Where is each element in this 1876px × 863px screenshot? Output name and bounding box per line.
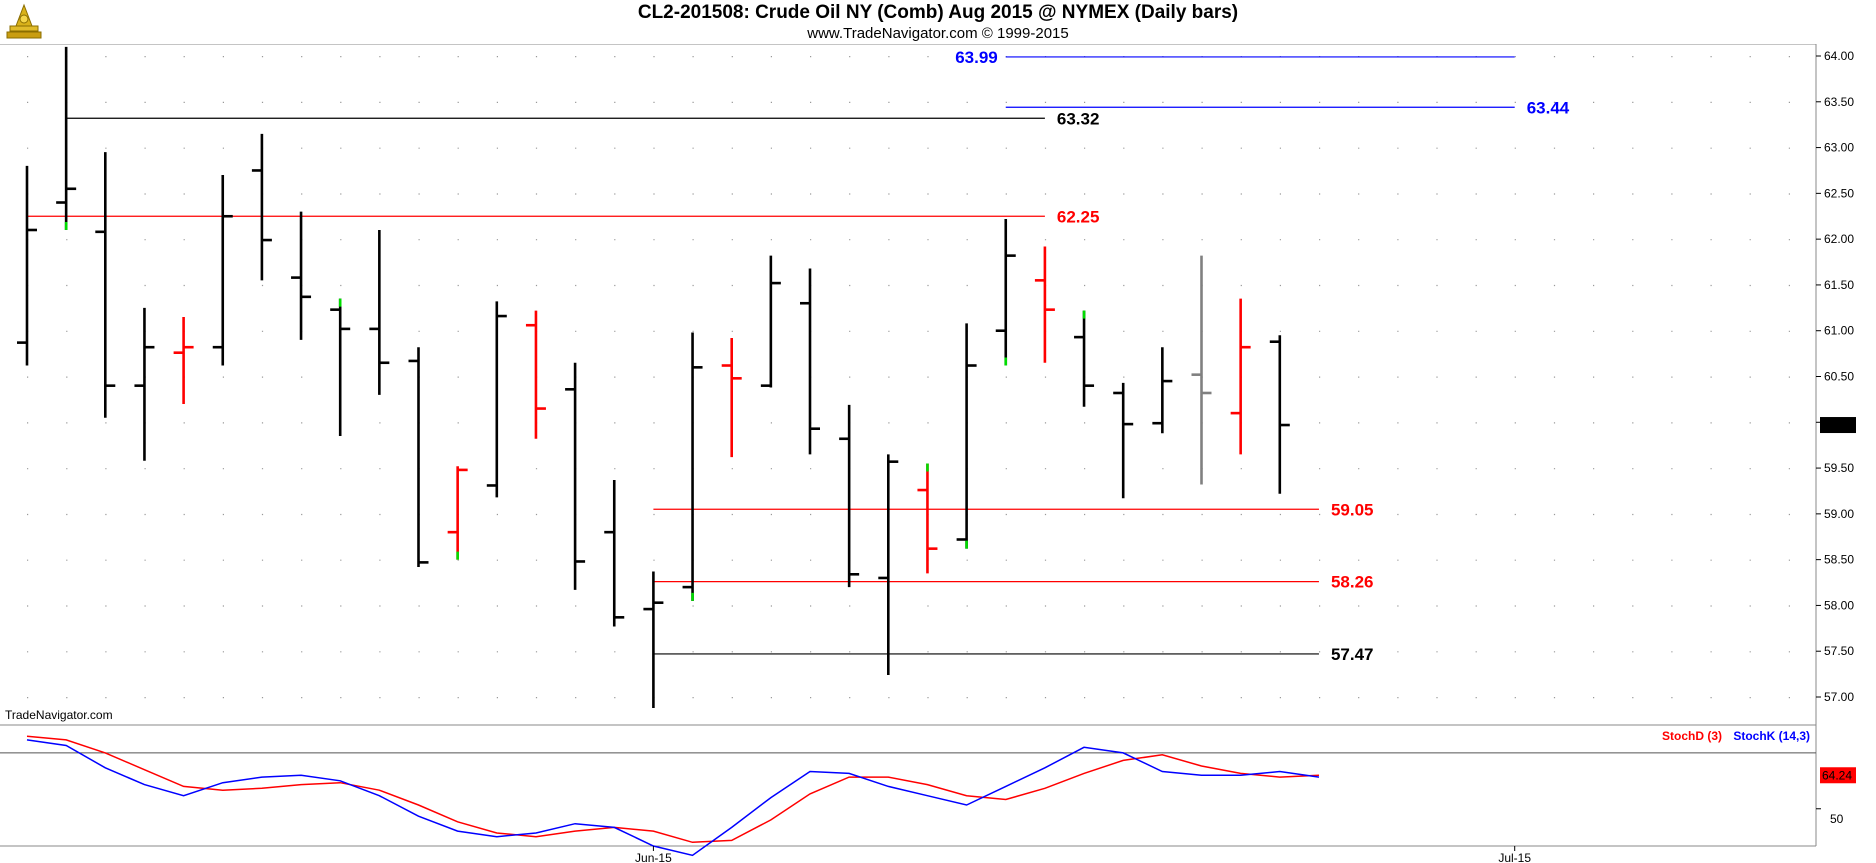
- ohlc-bar: [1230, 298, 1251, 455]
- watermark-text: TradeNavigator.com: [5, 708, 113, 722]
- support-resistance-levels: 63.99 63.44 63.32 62.25 59.05 58.26 57.47: [27, 48, 1570, 664]
- level-label-58-26: 58.26: [1331, 573, 1374, 592]
- ohlc-bar: [447, 466, 468, 560]
- last-price-label: 59.97: [1822, 418, 1852, 432]
- ohlc-bar: [565, 362, 586, 590]
- date-axis: Jun-15 Jul-15: [635, 846, 1531, 863]
- chart-frame: [0, 43, 1817, 847]
- ohlc-bar: [251, 133, 272, 281]
- ohlc-bar: [1191, 255, 1212, 485]
- price-tick-label: 61.50: [1824, 278, 1854, 292]
- price-tick-label: 58.00: [1824, 598, 1854, 612]
- ohlc-bar: [330, 298, 351, 437]
- price-tick-label: 64.00: [1824, 49, 1854, 63]
- stoch-d-legend: StochD (3): [1662, 729, 1722, 743]
- ohlc-bar: [721, 338, 742, 458]
- ohlc-bar: [486, 301, 507, 498]
- date-tick-label: Jul-15: [1498, 851, 1531, 863]
- ohlc-bar: [56, 46, 77, 230]
- price-tick-label: 62.50: [1824, 186, 1854, 200]
- ohlc-bar: [17, 165, 37, 366]
- chart-title: CL2-201508: Crude Oil NY (Comb) Aug 2015…: [637, 2, 1239, 23]
- ohlc-bar: [760, 255, 781, 388]
- ohlc-bar: [800, 268, 820, 455]
- price-bars: [17, 46, 1290, 708]
- ohlc-bar: [173, 316, 194, 404]
- level-label-57-47: 57.47: [1331, 645, 1374, 664]
- ohlc-bar: [995, 218, 1016, 366]
- ohlc-bar: [1113, 382, 1134, 499]
- level-label-59-05: 59.05: [1331, 500, 1374, 519]
- price-tick-label: 60.50: [1824, 370, 1854, 384]
- price-tick-label: 58.50: [1824, 553, 1854, 567]
- stoch-last-label: 64.24: [1822, 768, 1852, 782]
- price-axis: 57.0057.5058.0058.5059.0059.5060.0060.50…: [1816, 49, 1856, 704]
- level-label-63-99: 63.99: [955, 48, 998, 67]
- trade-navigator-logo-icon: [6, 3, 42, 39]
- ohlc-bar: [134, 307, 155, 461]
- ohlc-bar: [682, 332, 703, 601]
- ohlc-bar: [1269, 335, 1290, 494]
- chart-subtitle: www.TradeNavigator.com © 1999-2015: [807, 25, 1069, 42]
- ohlc-bar: [95, 152, 116, 418]
- ohlc-bar: [839, 404, 860, 588]
- ohlc-bar: [291, 211, 312, 340]
- stoch-last-badge: [1820, 767, 1856, 784]
- price-tick-label: 62.00: [1824, 232, 1854, 246]
- ohlc-bar: [408, 347, 429, 567]
- stochastic-panel: 50 64.24 StochD (3) StochK (14,3): [0, 729, 1856, 857]
- ohlc-bar: [956, 323, 977, 549]
- ohlc-bar: [643, 571, 664, 708]
- ohlc-bar: [1152, 347, 1173, 434]
- ohlc-bar: [604, 479, 625, 627]
- ohlc-bar: [369, 229, 390, 395]
- ohlc-bar: [212, 175, 233, 366]
- stoch-k-legend: StochK (14,3): [1733, 729, 1810, 743]
- price-tick-label: 63.00: [1824, 141, 1854, 155]
- level-label-63-44: 63.44: [1527, 98, 1570, 117]
- stoch-d-line: [26, 735, 1320, 844]
- price-tick-label: 63.50: [1824, 95, 1854, 109]
- ohlc-bar: [1074, 310, 1095, 407]
- stoch-k-line: [26, 739, 1320, 857]
- price-tick-label: 59.50: [1824, 461, 1854, 475]
- price-tick-label: 57.50: [1824, 644, 1854, 658]
- chart-header: CL2-201508: Crude Oil NY (Comb) Aug 2015…: [0, 0, 1876, 44]
- ohlc-bar: [525, 310, 546, 439]
- ohlc-bar: [1034, 246, 1055, 363]
- stoch-tick-label: 50: [1830, 812, 1844, 826]
- ohlc-bar: [878, 454, 899, 676]
- level-label-62-25: 62.25: [1057, 207, 1100, 226]
- price-tick-label: 61.00: [1824, 324, 1854, 338]
- ohlc-bar: [917, 463, 938, 574]
- grid-dots: [27, 56, 1790, 699]
- date-tick-label: Jun-15: [635, 851, 672, 863]
- last-price-badge: [1820, 417, 1856, 434]
- price-tick-label: 59.00: [1824, 507, 1854, 521]
- grid-dot-pattern: [27, 56, 1790, 699]
- level-label-63-32: 63.32: [1057, 109, 1100, 128]
- price-tick-label: 57.00: [1824, 690, 1854, 704]
